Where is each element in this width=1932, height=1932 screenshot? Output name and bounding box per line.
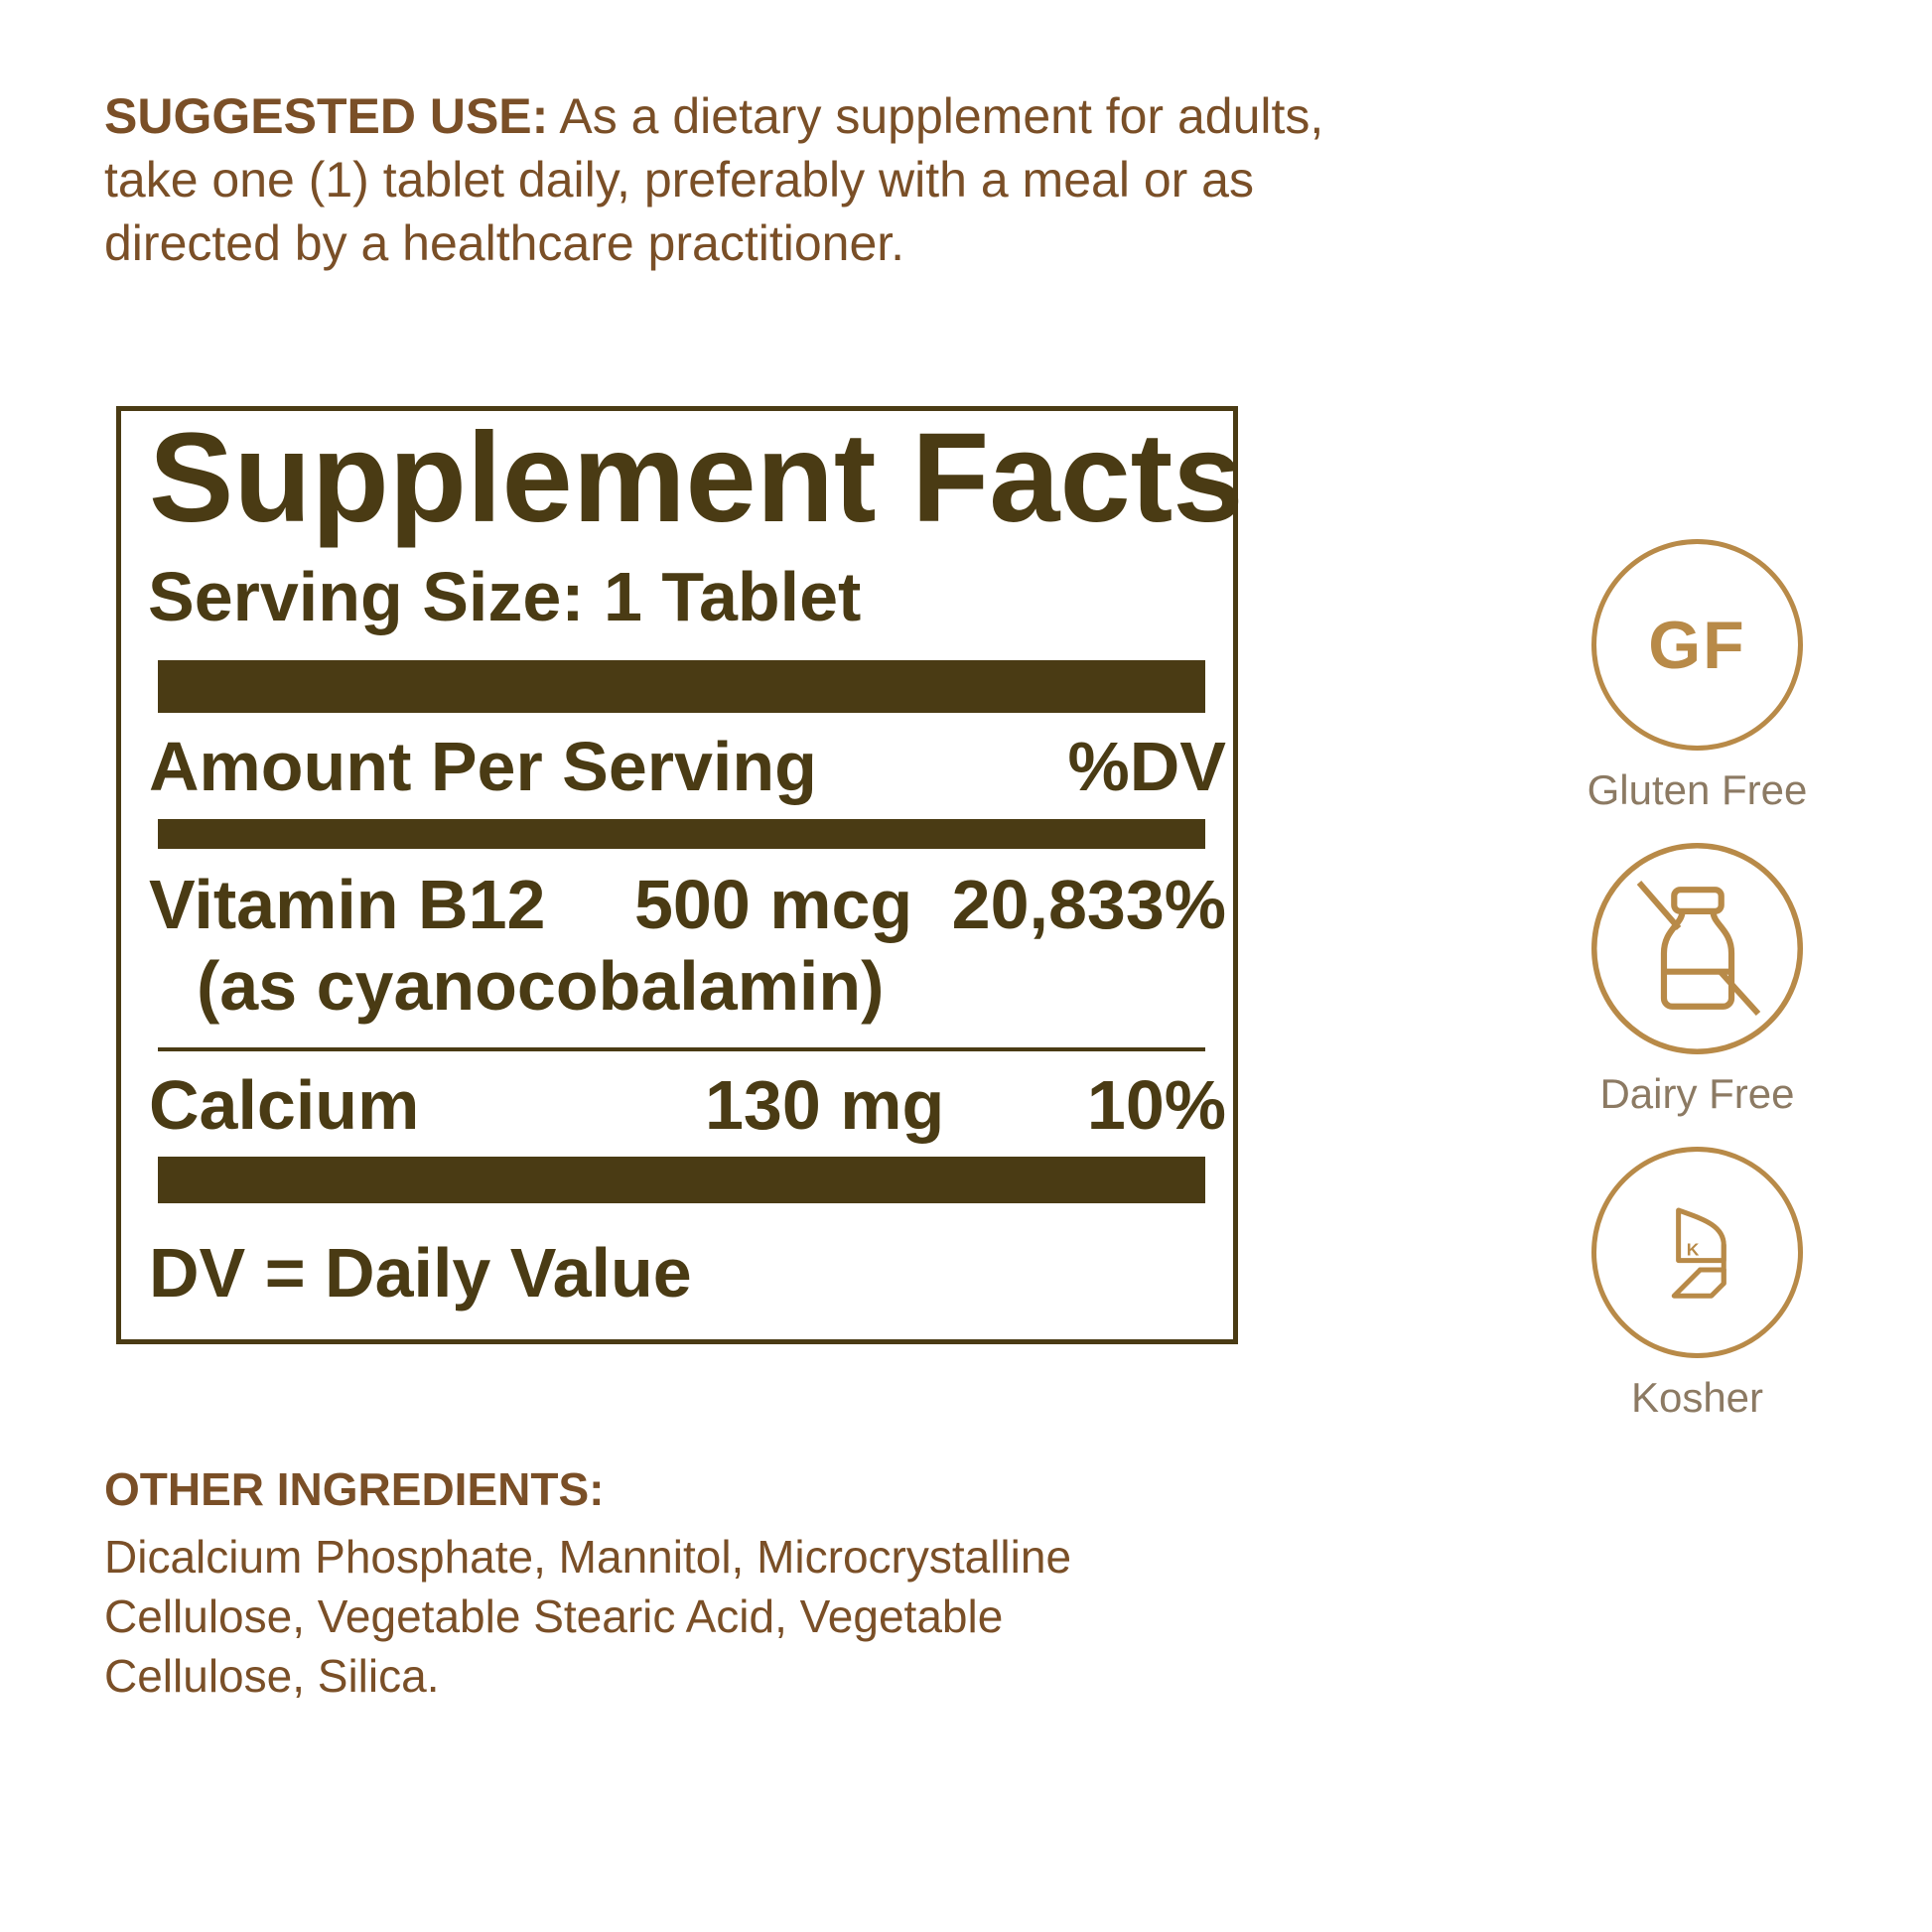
svg-text:K: K — [1687, 1240, 1700, 1260]
